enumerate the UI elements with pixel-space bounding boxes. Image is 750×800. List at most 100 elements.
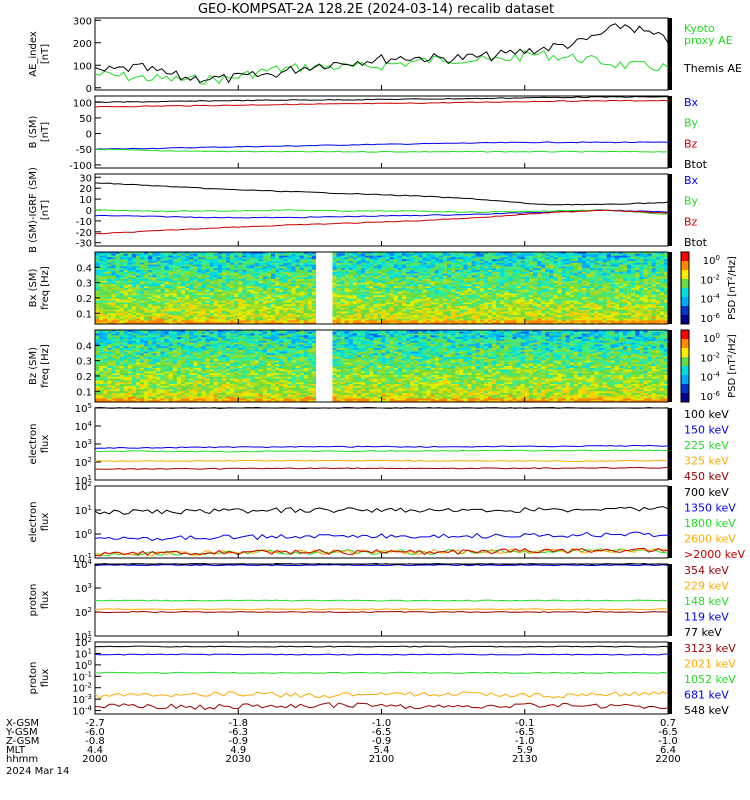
spectrogram-cell — [479, 264, 485, 267]
spectrogram-cell — [332, 270, 337, 273]
spectrogram-cell — [115, 282, 120, 285]
spectrogram-cell — [577, 313, 583, 316]
spectrogram-cell — [586, 304, 591, 307]
spectrogram-cell — [135, 300, 141, 303]
spectrogram-cell — [610, 295, 616, 298]
spectrogram-cell — [516, 286, 521, 289]
spectrogram-cell — [532, 270, 538, 273]
spectrogram-cell — [459, 297, 464, 300]
spectrogram-cell — [197, 313, 202, 316]
spectrogram-cell — [475, 275, 481, 278]
spectrogram-cell — [492, 306, 497, 309]
spectrogram-cell — [582, 279, 587, 282]
spectrogram-cell — [528, 252, 534, 255]
spectrogram-cell — [365, 300, 370, 303]
spectrogram-cell — [573, 288, 579, 291]
spectrogram-cell — [573, 282, 579, 285]
spectrogram-cell — [471, 257, 476, 260]
spectrogram-cell — [520, 273, 526, 276]
spectrogram-cell — [164, 320, 169, 323]
spectrogram-cell — [520, 253, 526, 256]
spectrogram-cell — [389, 262, 395, 265]
spectrogram-cell — [537, 291, 542, 294]
spectrogram-cell — [148, 255, 153, 258]
spectrogram-cell — [426, 253, 431, 256]
spectrogram-cell — [258, 322, 264, 325]
spectrogram-cell — [582, 306, 587, 309]
spectrogram-cell — [115, 252, 120, 255]
spectrogram-cell — [185, 318, 190, 321]
spectrogram-cell — [532, 311, 538, 314]
spectrogram-cell — [176, 291, 182, 294]
spectrogram-cell — [311, 311, 317, 314]
spectrogram-cell — [307, 309, 313, 312]
spectrogram-cell — [365, 298, 370, 301]
spectrogram-cell — [209, 268, 214, 271]
spectrogram-cell — [471, 271, 476, 274]
spectrogram-cell — [516, 252, 521, 255]
spectrogram-cell — [451, 255, 456, 258]
spectrogram-cell — [205, 268, 210, 271]
spectrogram-cell — [115, 271, 120, 274]
spectrogram-cell — [553, 268, 558, 271]
spectrogram-cell — [123, 257, 129, 260]
spectrogram-cell — [385, 316, 390, 319]
spectrogram-cell — [397, 316, 403, 319]
spectrogram-cell — [483, 304, 489, 307]
spectrogram-cell — [107, 286, 112, 289]
spectrogram-cell — [299, 284, 305, 287]
spectrogram-cell — [348, 275, 354, 278]
spectrogram-cell — [135, 295, 141, 298]
spectrogram-cell — [381, 253, 386, 256]
spectrogram-cell — [336, 298, 341, 301]
spectrogram-cell — [95, 289, 100, 292]
spectrogram-cell — [193, 261, 198, 264]
spectrogram-cell — [295, 255, 300, 258]
spectrogram-cell — [221, 286, 227, 289]
spectrogram-cell — [217, 257, 223, 260]
spectrogram-cell — [446, 259, 452, 262]
spectrogram-cell — [414, 266, 419, 269]
spectrogram-cell — [246, 266, 251, 269]
spectrogram-cell — [361, 304, 366, 307]
spectrogram-cell — [213, 273, 219, 276]
spectrogram-cell — [602, 268, 607, 271]
spectrogram-cell — [467, 279, 472, 282]
spectrogram-cell — [221, 291, 227, 294]
spectrogram-cell — [590, 297, 595, 300]
spectrogram-cell — [336, 295, 341, 298]
spectrogram-cell — [127, 253, 133, 256]
spectrogram-cell — [209, 316, 214, 319]
spectrogram-cell — [369, 316, 374, 319]
spectrogram-cell — [401, 261, 407, 264]
spectrogram-cell — [508, 284, 513, 287]
spectrogram-cell — [242, 298, 247, 301]
spectrogram-cell — [254, 311, 260, 314]
spectrogram-cell — [451, 288, 456, 291]
spectrogram-cell — [205, 284, 210, 287]
spectrogram-cell — [541, 313, 546, 316]
series-line — [94, 141, 669, 150]
spectrogram-cell — [352, 315, 358, 318]
spectrogram-cell — [254, 309, 260, 312]
spectrogram-cell — [393, 315, 399, 318]
spectrogram-cell — [438, 320, 444, 323]
spectrogram-cell — [455, 275, 460, 278]
spectrogram-cell — [238, 306, 243, 309]
spectrogram-cell — [352, 309, 358, 312]
spectrogram-cell — [561, 316, 566, 319]
spectrogram-cell — [537, 280, 542, 283]
spectrogram-cell — [103, 273, 108, 276]
spectrogram-cell — [365, 261, 370, 264]
spectrogram-cell — [242, 271, 247, 274]
spectrogram-cell — [311, 302, 317, 305]
spectrogram-cell — [180, 286, 186, 289]
spectrogram-cell — [455, 284, 460, 287]
spectrogram-cell — [336, 304, 341, 307]
spectrogram-cell — [492, 252, 497, 255]
spectrogram-cell — [127, 291, 133, 294]
spectrogram-cell — [123, 289, 129, 292]
spectrogram-cell — [283, 302, 288, 305]
spectrogram-cell — [348, 286, 354, 289]
spectrogram-cell — [250, 273, 255, 276]
